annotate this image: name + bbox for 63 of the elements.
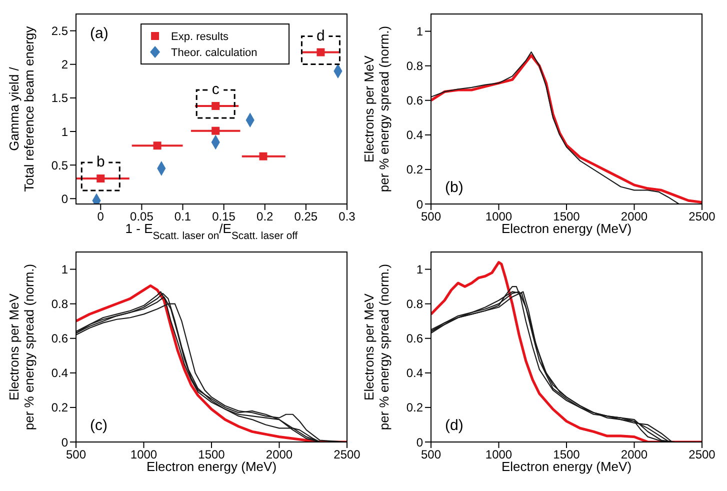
x-axis-title: Electron energy (MeV) — [501, 459, 632, 474]
x-tick-label: 1000 — [485, 448, 512, 462]
y-tick-label: 0 — [416, 435, 424, 450]
x-tick-label: 0.05 — [130, 210, 154, 224]
annotation: d — [316, 27, 325, 44]
x-tick-label: 2500 — [334, 448, 361, 462]
x-tick-label: 500 — [420, 448, 442, 462]
annotation: (b) — [445, 179, 464, 196]
x-axis-title: Electron energy (MeV) — [501, 221, 632, 236]
x-tick-label: 1500 — [553, 210, 580, 224]
y-tick-label: 0.4 — [51, 366, 68, 380]
x-tick-label: 1500 — [553, 448, 580, 462]
y-tick-label: 0 — [61, 435, 68, 450]
y-tick-label: 0 — [416, 197, 424, 212]
y-tick-label: 0.2 — [406, 400, 424, 415]
y-tick-label: 1 — [61, 262, 68, 277]
y-axis-title: Electrons per MeV per % energy spread (norm.) — [6, 264, 36, 430]
y-tick-label: 1.5 — [51, 91, 68, 106]
x-tick-label: 0.25 — [294, 210, 318, 224]
x-tick-label: 2000 — [620, 448, 648, 462]
y-axis-title: Electrons per MeV per % energy spread (norm.) — [362, 26, 392, 192]
x-tick-label: 1000 — [130, 448, 158, 462]
y-axis-title: Electrons per MeV per % energy spread (norm.) — [362, 264, 392, 430]
y-tick-label: 2.5 — [51, 24, 68, 38]
x-tick-label: 0 — [97, 210, 104, 224]
y-tick-label: 0.6 — [406, 94, 424, 108]
annotation: c — [212, 80, 220, 98]
x-tick-label: 0.2 — [256, 210, 274, 224]
y-tick-label: 1 — [416, 262, 424, 277]
x-tick-label: 2000 — [266, 448, 293, 462]
legend-label: Exp. results — [171, 31, 230, 43]
x-tick-label: 0.15 — [212, 210, 236, 224]
annotation: (a) — [90, 25, 108, 42]
x-tick-label: 2500 — [688, 210, 716, 224]
y-tick-label: 0.2 — [51, 400, 68, 415]
x-tick-label: 500 — [66, 448, 86, 462]
y-tick-label: 0.6 — [406, 332, 424, 346]
y-tick-label: 0.6 — [51, 332, 68, 346]
y-axis-title: Gamma yield / Total reference beam energy — [6, 26, 36, 192]
x-tick-label: 2000 — [620, 210, 648, 224]
y-tick-label: 0.8 — [406, 297, 424, 312]
x-tick-label: 0.3 — [338, 210, 356, 224]
legend-label: Theor. calculation — [171, 47, 258, 59]
y-tick-label: 0 — [61, 192, 68, 206]
annotation: b — [96, 153, 105, 170]
x-tick-label: 1500 — [198, 448, 226, 462]
x-tick-label: 500 — [420, 210, 442, 224]
x-tick-label: 0.1 — [174, 210, 192, 224]
x-tick-label: 2500 — [688, 448, 716, 462]
y-tick-label: 0.8 — [406, 59, 424, 74]
y-tick-label: 1 — [61, 124, 68, 139]
y-tick-label: 0.4 — [406, 128, 424, 142]
annotation: (d) — [445, 417, 464, 434]
y-tick-label: 2 — [61, 58, 68, 72]
y-tick-label: 0.4 — [406, 366, 424, 380]
y-tick-label: 0.2 — [406, 162, 424, 177]
y-tick-label: 0.8 — [51, 297, 68, 312]
x-tick-label: 1000 — [485, 210, 512, 224]
annotation: (c) — [90, 417, 108, 434]
y-tick-label: 1 — [416, 24, 424, 39]
y-tick-label: 0.5 — [51, 158, 68, 172]
x-axis-title: 1 - E$_{Scatt. laser on}$/E$_{Scatt. laser off}$ — [125, 221, 298, 242]
x-axis-title: Electron energy (MeV) — [146, 459, 277, 474]
